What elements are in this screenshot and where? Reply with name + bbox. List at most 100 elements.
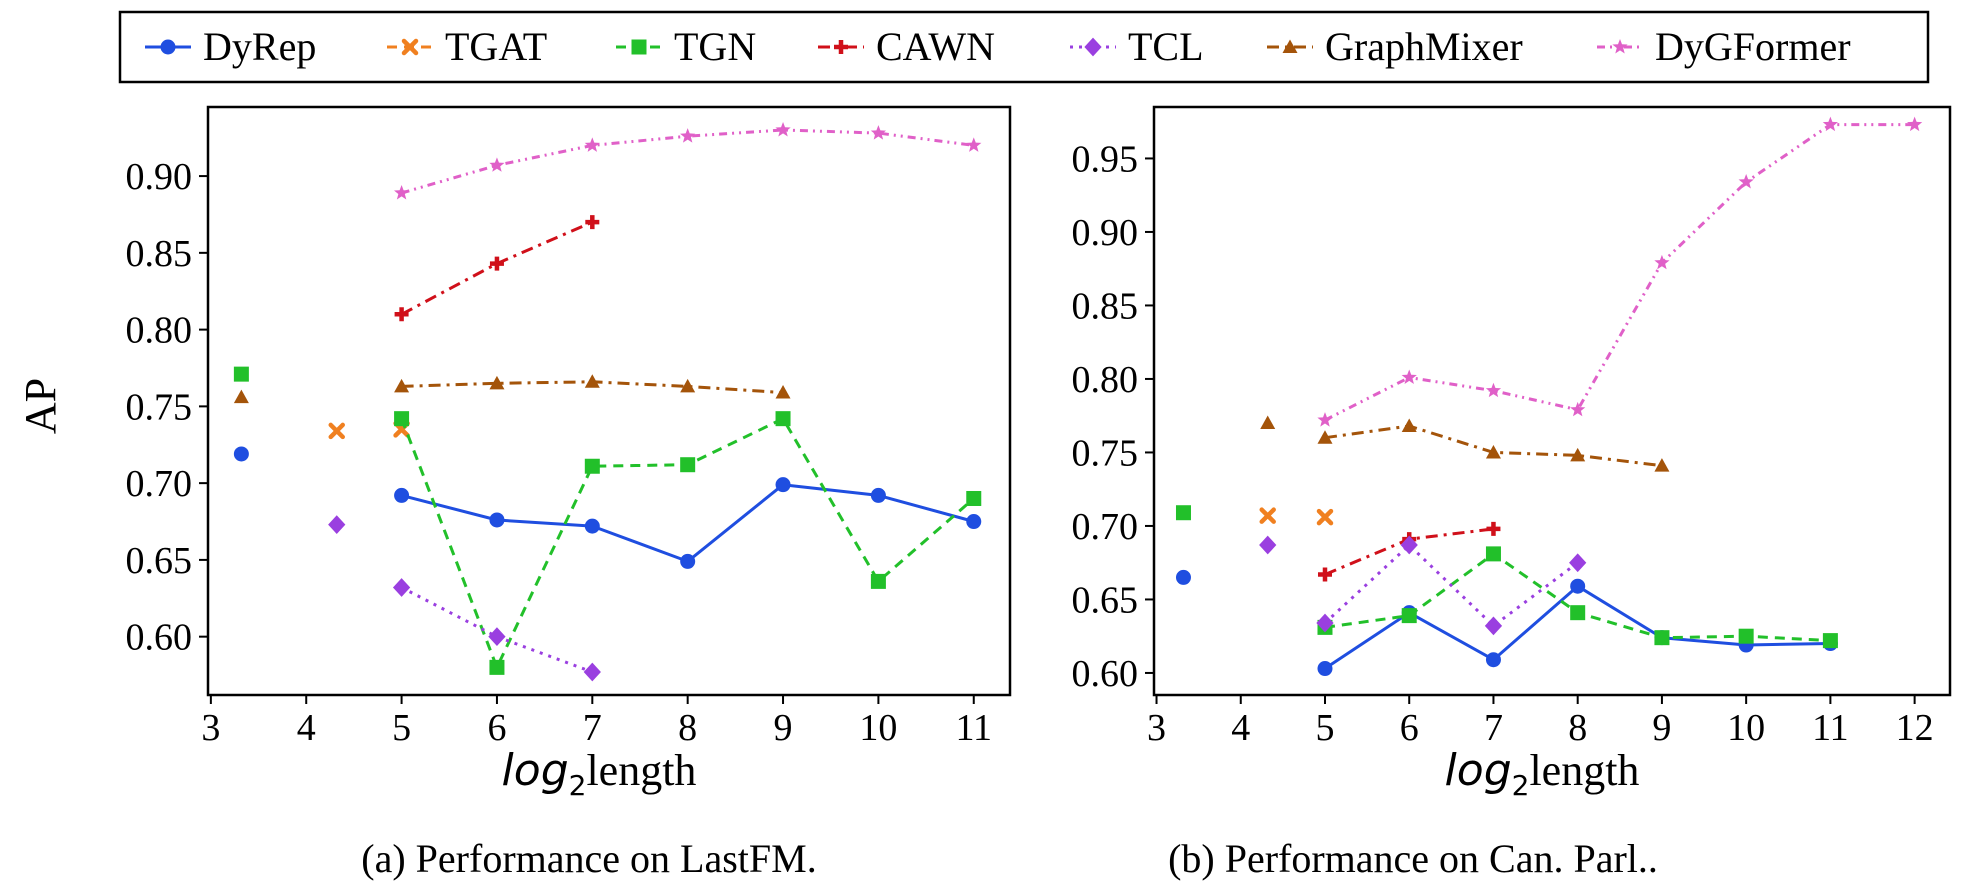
x-tick-label: 3 xyxy=(1147,707,1166,749)
legend-label: DyGFormer xyxy=(1655,24,1851,69)
series-tcl xyxy=(1259,535,1587,636)
y-tick-label: 0.85 xyxy=(1072,285,1139,327)
series-tgn xyxy=(233,366,982,675)
data-point xyxy=(870,125,887,140)
legend-marker-x xyxy=(401,38,419,56)
series-tgn xyxy=(1175,505,1838,649)
series-graphmixer xyxy=(1260,415,1670,472)
y-tick-label: 0.60 xyxy=(126,617,193,659)
y-tick-label: 0.75 xyxy=(126,386,193,428)
y-tick-label: 0.70 xyxy=(126,463,193,505)
x-tick-label: 8 xyxy=(1568,707,1587,749)
data-point xyxy=(1484,616,1503,636)
data-point xyxy=(1317,567,1332,582)
data-point xyxy=(584,137,600,152)
data-point xyxy=(1485,382,1502,398)
data-point xyxy=(393,184,410,200)
legend-label: CAWN xyxy=(876,24,995,69)
data-point xyxy=(1570,578,1586,594)
y-tick-label: 0.90 xyxy=(126,156,193,198)
data-point xyxy=(489,512,505,528)
single-point xyxy=(328,515,346,534)
legend-label: TCL xyxy=(1128,24,1204,69)
y-tick-label: 0.60 xyxy=(1072,653,1139,695)
legend-item-tgat: TGAT xyxy=(387,24,547,69)
series-cawn xyxy=(394,215,600,322)
legend-marker-triangle xyxy=(1282,39,1298,53)
legend-label: GraphMixer xyxy=(1325,24,1523,69)
data-point xyxy=(1401,418,1417,432)
x-axis-title-log: log xyxy=(502,745,569,796)
legend: DyRep TGAT TGN CAWN TCL GraphMixer DyGFormer xyxy=(118,10,1930,84)
x-tick-label: 10 xyxy=(1727,707,1765,749)
data-point xyxy=(1401,608,1417,624)
data-point xyxy=(680,553,696,569)
data-point xyxy=(1570,605,1586,621)
legend-item-tgn: TGN xyxy=(616,24,756,69)
data-point xyxy=(1316,508,1334,526)
y-tick-label: 0.80 xyxy=(126,310,193,352)
data-point xyxy=(1317,430,1333,444)
series-line xyxy=(1323,543,1579,628)
caption-b: (b) Performance on Can. Parl.. xyxy=(1168,836,1658,881)
x-tick-label: 11 xyxy=(1812,707,1849,749)
series-line xyxy=(1324,123,1915,422)
legend-marker-star xyxy=(1612,39,1628,54)
chart-can-parl: 3 4 5 6 7 8 9 10 11 12 0.60 0.65 0.70 0.75 0.80 0.85 0.9… xyxy=(1072,105,1952,802)
x-tick-label: 3 xyxy=(201,707,220,749)
data-point xyxy=(584,458,600,474)
x-tick-label: 5 xyxy=(1315,707,1334,749)
series-dygformer xyxy=(393,122,982,200)
y-tick-label: 0.95 xyxy=(1072,138,1139,180)
x-tick-label: 10 xyxy=(859,707,897,749)
legend-marker-square xyxy=(631,39,647,55)
legend-label: TGN xyxy=(674,24,756,69)
x-axis-title-rest: length xyxy=(1529,746,1639,795)
data-point xyxy=(1485,444,1501,459)
x-tick-label: 9 xyxy=(1652,707,1671,749)
x-tick-label: 4 xyxy=(1231,707,1250,749)
single-point xyxy=(1260,415,1276,430)
data-point xyxy=(585,215,600,230)
legend-item-dyrep: DyRep xyxy=(145,24,316,69)
x-axis-title: log2length xyxy=(1445,745,1640,802)
single-point xyxy=(1175,569,1191,585)
data-point xyxy=(1570,447,1586,462)
data-point xyxy=(1738,628,1754,644)
data-point xyxy=(488,627,506,647)
data-point xyxy=(1907,116,1923,132)
y-tick-label: 0.70 xyxy=(1072,506,1139,548)
data-point xyxy=(583,662,601,682)
series-line xyxy=(400,417,975,669)
data-point xyxy=(584,518,600,534)
legend-item-cawn: CAWN xyxy=(818,24,995,69)
single-point xyxy=(1175,505,1191,521)
caption-a: (a) Performance on LastFM. xyxy=(361,836,816,881)
data-point xyxy=(1654,254,1670,270)
y-tick-label: 0.65 xyxy=(126,540,193,582)
series-tcl xyxy=(328,515,601,682)
x-tick-label: 7 xyxy=(1484,707,1503,749)
data-point xyxy=(1401,369,1417,384)
series-line xyxy=(401,483,975,563)
legend-item-tcl: TCL xyxy=(1070,24,1204,69)
single-point xyxy=(1259,507,1276,524)
data-point xyxy=(489,375,505,390)
data-point xyxy=(775,385,791,399)
single-point xyxy=(233,446,249,462)
data-point xyxy=(775,411,791,427)
data-point xyxy=(870,573,886,589)
y-axis-title: AP xyxy=(16,378,65,434)
data-point xyxy=(1822,633,1838,649)
data-point xyxy=(870,487,886,503)
data-point xyxy=(680,128,696,143)
data-point xyxy=(1822,116,1838,132)
data-point xyxy=(489,256,504,271)
x-tick-label: 11 xyxy=(955,707,992,749)
data-point xyxy=(1569,553,1587,573)
legend-label: TGAT xyxy=(445,24,547,69)
x-tick-label: 9 xyxy=(774,707,793,749)
data-point xyxy=(1485,546,1501,562)
x-tick-label: 6 xyxy=(487,707,506,749)
data-point xyxy=(394,378,410,393)
